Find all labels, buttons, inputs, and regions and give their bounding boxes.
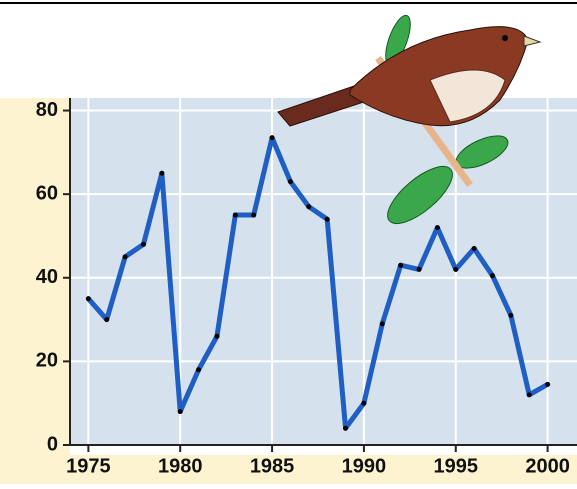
data-point xyxy=(490,273,495,278)
y-tick-label: 20 xyxy=(36,350,58,372)
x-tick-label: 1985 xyxy=(250,455,295,477)
data-point xyxy=(435,225,440,230)
x-tick-label: 1990 xyxy=(342,455,387,477)
data-point xyxy=(288,179,293,184)
x-tick-label: 1995 xyxy=(434,455,479,477)
data-point xyxy=(398,263,403,268)
y-tick-label: 0 xyxy=(47,433,58,455)
y-tick-label: 40 xyxy=(36,266,58,288)
data-point xyxy=(123,254,128,259)
data-point xyxy=(527,392,532,397)
data-point xyxy=(361,401,366,406)
data-point xyxy=(545,382,550,387)
data-point xyxy=(508,313,513,318)
x-tick-label: 1975 xyxy=(66,455,111,477)
data-point xyxy=(306,204,311,209)
data-point xyxy=(325,217,330,222)
data-point xyxy=(233,213,238,218)
data-point xyxy=(159,171,164,176)
data-point xyxy=(141,242,146,247)
data-point xyxy=(472,246,477,251)
axis-band-bottom xyxy=(70,455,577,484)
data-point xyxy=(417,267,422,272)
data-point xyxy=(453,267,458,272)
data-point xyxy=(251,213,256,218)
data-point xyxy=(380,321,385,326)
data-point xyxy=(86,296,91,301)
chart: 0 20 40 60 80 1975 1980 1985 1990 1995 2000 xyxy=(0,0,577,484)
data-point xyxy=(196,367,201,372)
data-point xyxy=(343,426,348,431)
data-point xyxy=(214,334,219,339)
y-tick-label: 80 xyxy=(36,99,58,121)
y-tick-label: 60 xyxy=(36,182,58,204)
axis-band xyxy=(0,98,70,484)
data-point xyxy=(270,135,275,140)
data-point xyxy=(178,409,183,414)
page: 020406080197519801985199019952000 (() =>… xyxy=(0,0,577,489)
x-tick-label: 1980 xyxy=(158,455,203,477)
data-point xyxy=(104,317,109,322)
x-tick-label: 2000 xyxy=(525,455,570,477)
